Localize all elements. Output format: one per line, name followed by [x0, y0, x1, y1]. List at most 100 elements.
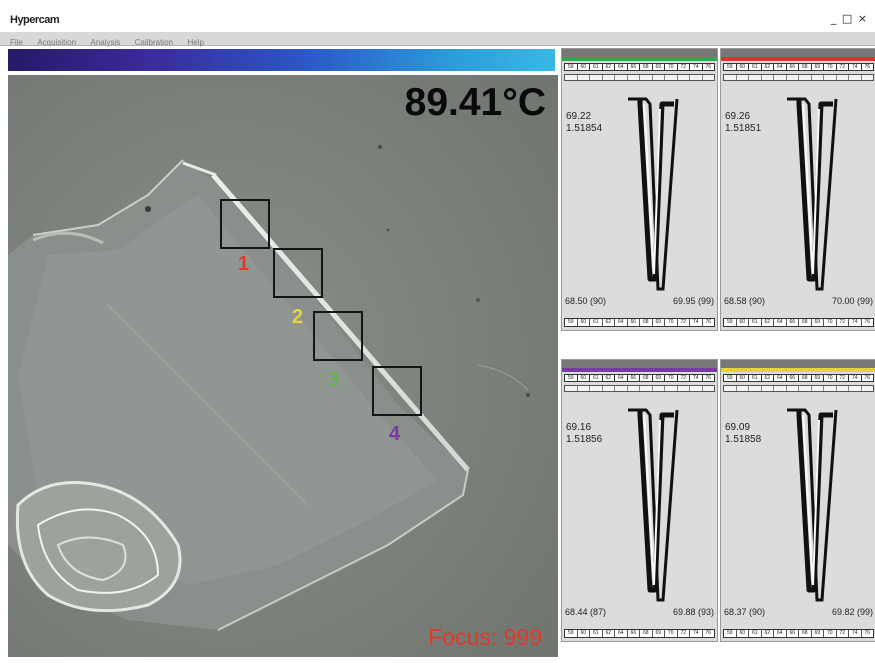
roi-label-1: 1	[238, 253, 250, 275]
maximize-button[interactable]: □	[841, 12, 853, 25]
scale-tick: 62	[762, 64, 774, 70]
axis-tick: 76	[705, 319, 712, 325]
scale-box	[640, 75, 653, 80]
scale-box	[812, 75, 824, 80]
roi-box-4[interactable]	[372, 366, 422, 416]
scale-tick: 72	[837, 64, 849, 70]
menu-analysis[interactable]: Analysis	[90, 38, 121, 47]
scale-tick: 64	[615, 375, 628, 381]
trace-left	[796, 410, 833, 593]
scale-tick: 62	[603, 64, 615, 70]
roi-label-2: 2	[292, 306, 304, 328]
menu-help[interactable]: Help	[187, 38, 204, 47]
minimize-button[interactable]: _	[830, 12, 837, 25]
scale-tick: 59	[565, 375, 578, 381]
roi-label-4: 4	[389, 423, 401, 445]
menu-file[interactable]: File	[10, 38, 23, 47]
scale-tick: 68	[799, 64, 812, 70]
close-button[interactable]: ×	[857, 12, 867, 25]
scale-tick: 76	[705, 375, 712, 381]
panel-low-value: 68.50 (90)	[565, 296, 607, 306]
scale-tick: 69	[653, 375, 665, 381]
axis-tick: 70	[665, 319, 678, 326]
scale-tick: 69	[812, 64, 824, 70]
axis-tick: 61	[749, 630, 762, 637]
panel-high-value: 69.95 (99)	[672, 296, 714, 306]
scale-box	[565, 386, 578, 391]
roi-box-3[interactable]	[313, 311, 363, 361]
panel-low-value: 68.44 (87)	[565, 607, 607, 617]
panel-index: 1.51858	[725, 434, 762, 445]
scale-tick: 68	[640, 64, 653, 70]
trace-right	[628, 97, 679, 291]
axis-tick: 64	[774, 630, 787, 637]
trace-fill	[643, 414, 661, 586]
scale-box	[849, 386, 862, 391]
scale-tick: 62	[762, 375, 774, 381]
scale-box	[590, 75, 603, 80]
scale-tick: 74	[849, 375, 862, 381]
panel-axis: 59 60 61 62 64 66 68 69 70 72 74 76	[723, 318, 874, 327]
scale-tick: 60	[578, 64, 590, 70]
scale-box	[653, 75, 665, 80]
panel-readout: 69.26 1.51851	[725, 111, 761, 135]
scale-box	[678, 386, 690, 391]
roi-panel-1[interactable]: 59 60 61 62 64 66 68 69 70 72 74 76 69.22 1.51854 68.5…	[561, 48, 718, 331]
axis-tick: 72	[837, 630, 849, 637]
axis-tick: 60	[578, 319, 590, 326]
axis-tick: 74	[849, 319, 862, 326]
trace-right	[628, 408, 679, 602]
axis-tick: 60	[737, 319, 749, 326]
panel-index: 1.51854	[566, 123, 603, 134]
axis-tick: 74	[690, 630, 703, 637]
scale-tick: 64	[774, 375, 787, 381]
scale-tick: 59	[724, 64, 737, 70]
axis-tick: 59	[724, 630, 737, 637]
axis-tick: 64	[615, 319, 628, 326]
scale-box	[615, 75, 628, 80]
axis-tick: 64	[615, 630, 628, 637]
menu-calibration[interactable]: Calibration	[134, 38, 173, 47]
scale-box	[799, 75, 812, 80]
menu-bar: File Acquisition Analysis Calibration He…	[0, 32, 875, 47]
scale-tick: 59	[724, 375, 737, 381]
panel-accent-bar	[562, 57, 717, 61]
scale-tick: 60	[737, 375, 749, 381]
scale-box	[749, 386, 762, 391]
roi-box-2[interactable]	[273, 248, 323, 298]
scale-box	[590, 386, 603, 391]
focus-value: 999	[503, 624, 542, 650]
scale-box	[787, 386, 799, 391]
scale-box	[615, 386, 628, 391]
scale-box	[837, 75, 849, 80]
roi-panel-2[interactable]: 59 60 61 62 64 66 68 69 70 72 74 76 69.26 1.51851 68.5…	[720, 48, 875, 331]
scale-box	[762, 386, 774, 391]
panel-value: 69.09	[725, 422, 751, 433]
scale-box	[849, 75, 862, 80]
scale-box	[824, 386, 837, 391]
trace-right	[787, 408, 838, 602]
scale-box	[799, 386, 812, 391]
roi-panel-3[interactable]: 59 60 61 62 64 66 68 69 70 72 74 76 69.16 1.51856 68.4…	[561, 359, 718, 642]
panel-value: 69.16	[566, 422, 592, 433]
scale-tick: 59	[565, 64, 578, 70]
roi-box-1[interactable]	[220, 199, 270, 249]
panel-axis: 59 60 61 62 64 66 68 69 70 72 74 76	[723, 629, 874, 638]
microscope-image-view[interactable]: 89.41°C 1 2 3 4 Focus: 999	[8, 75, 558, 657]
scale-tick: 72	[678, 375, 690, 381]
axis-tick: 62	[762, 630, 774, 637]
scale-tick: 72	[678, 64, 690, 70]
scale-box	[628, 386, 640, 391]
scale-box	[762, 75, 774, 80]
axis-tick: 72	[837, 319, 849, 326]
panel-axis: 59 60 61 62 64 66 68 69 70 72 74 76	[564, 629, 715, 638]
scale-tick: 60	[578, 375, 590, 381]
interference-trace	[787, 97, 838, 291]
axis-tick: 66	[628, 319, 640, 326]
interference-trace	[628, 408, 679, 602]
menu-acquisition[interactable]: Acquisition	[37, 38, 77, 47]
panel-accent-bar	[721, 368, 875, 372]
scale-tick: 69	[812, 375, 824, 381]
roi-panel-4[interactable]: 59 60 61 62 64 66 68 69 70 72 74 76 69.09 1.51858 68.3…	[720, 359, 875, 642]
panel-scale-top: 59 60 61 62 64 66 68 69 70 72 74 76	[564, 374, 715, 382]
